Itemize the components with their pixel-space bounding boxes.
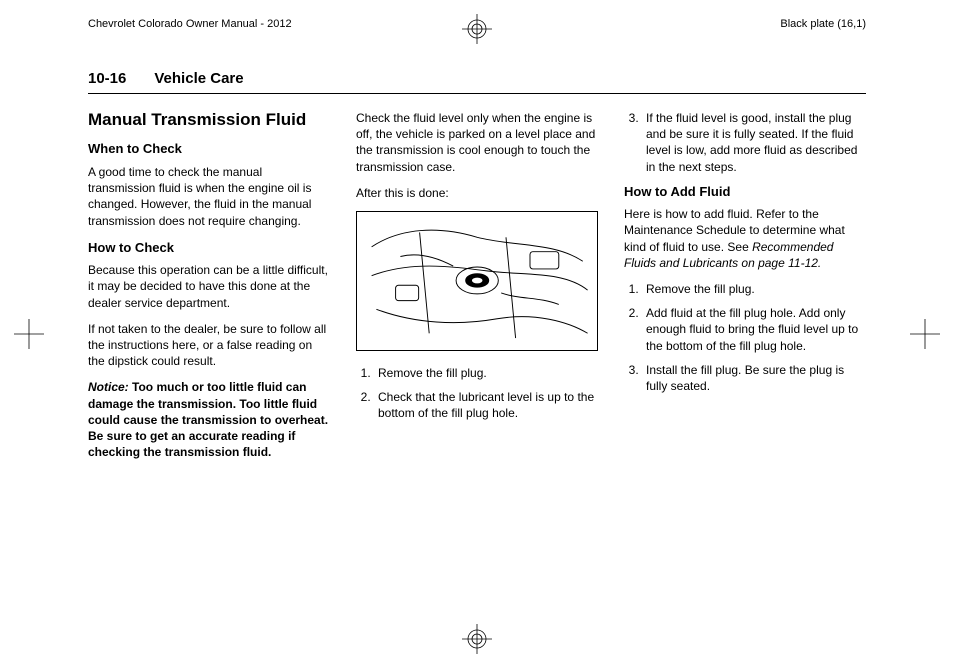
add-steps-list: Remove the fill plug. Add fluid at the f…	[642, 281, 866, 394]
para-check-intro: Check the fluid level only when the engi…	[356, 110, 598, 175]
heading-how-to-add: How to Add Fluid	[624, 183, 866, 201]
check-step-1: Remove the fill plug.	[374, 365, 598, 381]
check-steps-list: Remove the fill plug. Check that the lub…	[374, 365, 598, 422]
add-step-2: Add fluid at the fill plug hole. Add onl…	[642, 305, 866, 354]
para-how-to-check-1: Because this operation can be a little d…	[88, 262, 330, 311]
check-step-2: Check that the lubricant level is up to …	[374, 389, 598, 421]
para-how-to-check-2: If not taken to the dealer, be sure to f…	[88, 321, 330, 370]
check-step-3: If the fluid level is good, install the …	[642, 110, 866, 175]
section-title: Vehicle Care	[154, 70, 243, 87]
para-add-intro: Here is how to add fluid. Refer to the M…	[624, 206, 866, 271]
registration-mark-left	[14, 319, 44, 349]
check-steps-continued: If the fluid level is good, install the …	[642, 110, 866, 175]
add-step-1: Remove the fill plug.	[642, 281, 866, 297]
column-1: Manual Transmission Fluid When to Check …	[88, 110, 330, 470]
heading-how-to-check: How to Check	[88, 239, 330, 257]
add-step-3: Install the fill plug. Be sure the plug …	[642, 362, 866, 394]
registration-mark-right	[910, 319, 940, 349]
page-body: 10-16 Vehicle Care Manual Transmission F…	[88, 70, 866, 632]
notice-block: Notice: Too much or too little fluid can…	[88, 379, 330, 460]
topic-title: Manual Transmission Fluid	[88, 110, 330, 130]
transmission-diagram-icon	[362, 217, 592, 344]
column-2: Check the fluid level only when the engi…	[356, 110, 598, 470]
para-after-done: After this is done:	[356, 185, 598, 201]
para-when-to-check: A good time to check the manual transmis…	[88, 164, 330, 229]
header-left: Chevrolet Colorado Owner Manual - 2012	[88, 18, 292, 30]
header-right: Black plate (16,1)	[780, 18, 866, 30]
page-number: 10-16	[88, 70, 126, 87]
heading-when-to-check: When to Check	[88, 140, 330, 158]
content-columns: Manual Transmission Fluid When to Check …	[88, 110, 866, 470]
notice-label: Notice:	[88, 380, 129, 394]
running-head: 10-16 Vehicle Care	[88, 70, 866, 94]
column-3: If the fluid level is good, install the …	[624, 110, 866, 470]
print-header: Chevrolet Colorado Owner Manual - 2012 B…	[88, 18, 866, 30]
fill-plug-illustration	[356, 211, 598, 351]
